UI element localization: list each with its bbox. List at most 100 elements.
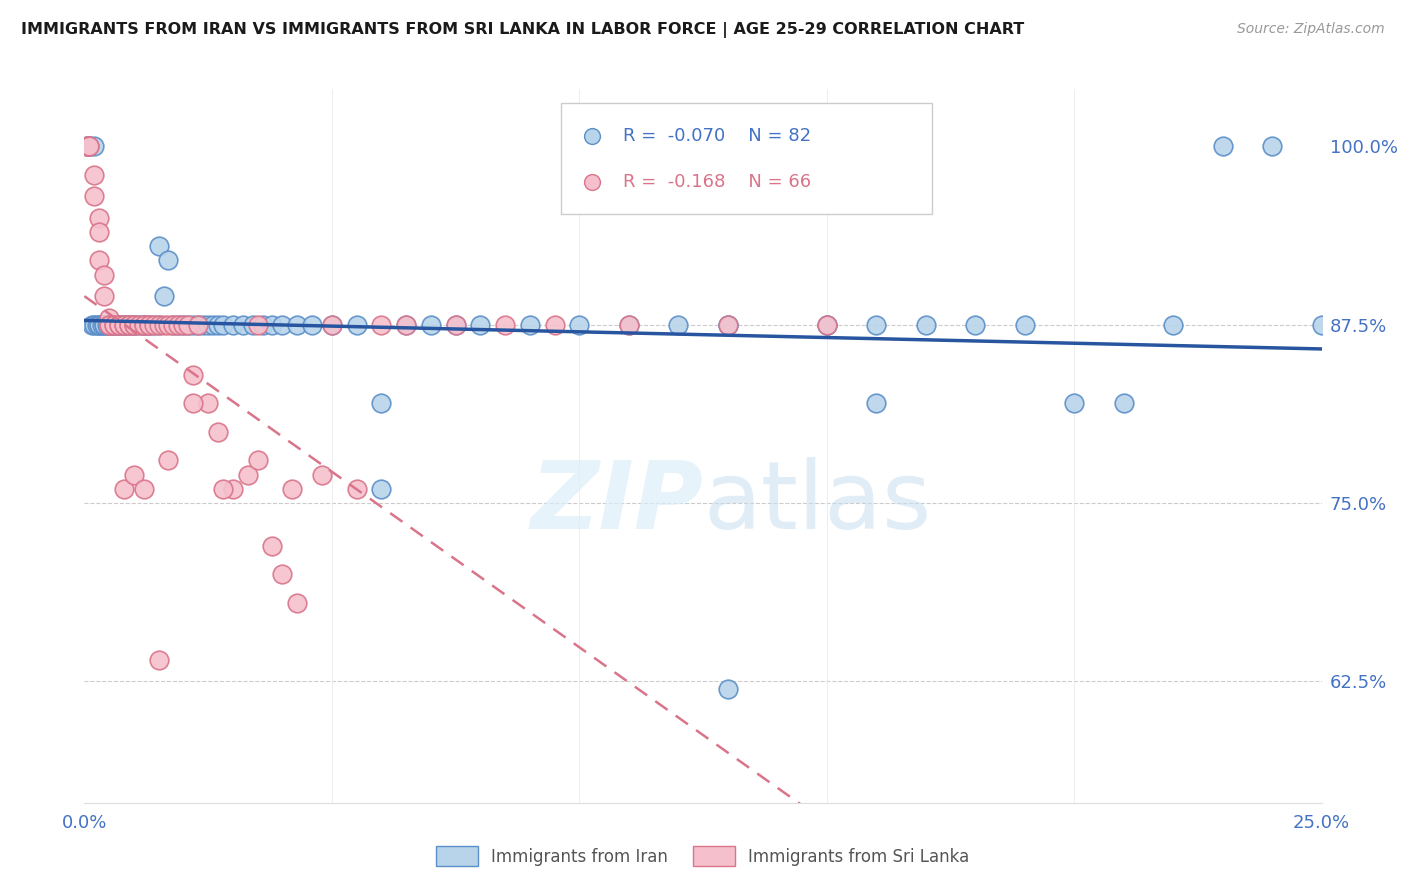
Point [76, 139, 98, 153]
Point [100, 318, 122, 332]
Point [148, 653, 170, 667]
Point [83, 318, 105, 332]
Point [212, 482, 235, 496]
Point [262, 318, 284, 332]
Point [98, 318, 121, 332]
Point [285, 596, 308, 610]
Point [112, 318, 135, 332]
Point [543, 318, 565, 332]
Point [246, 453, 269, 467]
Point [815, 318, 838, 332]
Point [132, 318, 155, 332]
Point [262, 539, 284, 553]
Point [132, 318, 155, 332]
Point [79, 139, 101, 153]
Point [152, 289, 174, 303]
Point [103, 318, 125, 332]
Point [118, 318, 141, 332]
Point [76, 139, 98, 153]
Point [815, 318, 838, 332]
Point [181, 368, 204, 382]
Point [271, 567, 294, 582]
Point [108, 318, 131, 332]
Point [142, 318, 165, 332]
Point [118, 318, 141, 332]
Point [157, 453, 180, 467]
Point [172, 318, 194, 332]
Point [79, 139, 101, 153]
Point [617, 318, 640, 332]
Point [1310, 318, 1333, 332]
Point [207, 425, 229, 439]
Point [1112, 396, 1135, 410]
Point [181, 396, 204, 410]
Point [157, 253, 180, 268]
Point [252, 318, 274, 332]
Text: R =  -0.070    N = 82: R = -0.070 N = 82 [623, 127, 811, 145]
Point [108, 318, 131, 332]
Point [93, 318, 115, 332]
Point [494, 318, 516, 332]
Point [444, 318, 467, 332]
Point [80, 318, 103, 332]
Point [177, 318, 200, 332]
Point [865, 318, 887, 332]
Point [98, 310, 121, 325]
Point [112, 482, 135, 496]
Point [79, 139, 101, 153]
Point [167, 318, 190, 332]
Point [132, 318, 155, 332]
Point [202, 318, 225, 332]
Point [93, 318, 115, 332]
Point [187, 318, 209, 332]
Point [301, 318, 323, 332]
Point [83, 168, 105, 182]
Text: IMMIGRANTS FROM IRAN VS IMMIGRANTS FROM SRI LANKA IN LABOR FORCE | AGE 25-29 COR: IMMIGRANTS FROM IRAN VS IMMIGRANTS FROM … [21, 22, 1025, 38]
Point [370, 396, 392, 410]
Point [98, 318, 121, 332]
FancyBboxPatch shape [561, 103, 932, 214]
Point [118, 318, 141, 332]
Point [236, 467, 259, 482]
Point [89, 253, 111, 268]
Point [717, 318, 740, 332]
Point [321, 318, 343, 332]
Point [148, 318, 170, 332]
Point [162, 318, 184, 332]
Point [187, 318, 209, 332]
Point [98, 318, 121, 332]
Point [246, 318, 269, 332]
Point [89, 318, 111, 332]
Point [1063, 396, 1085, 410]
Point [965, 318, 987, 332]
Point [370, 318, 392, 332]
Point [128, 318, 150, 332]
Text: Source: ZipAtlas.com: Source: ZipAtlas.com [1237, 22, 1385, 37]
Point [103, 318, 125, 332]
Point [157, 318, 180, 332]
Point [122, 467, 145, 482]
Point [112, 318, 135, 332]
Point [285, 318, 308, 332]
Point [444, 318, 467, 332]
Point [138, 318, 160, 332]
Point [103, 318, 125, 332]
Point [242, 318, 264, 332]
Point [83, 139, 105, 153]
Point [138, 318, 160, 332]
Point [311, 467, 333, 482]
Point [232, 318, 254, 332]
Point [346, 318, 368, 332]
Point [93, 289, 115, 303]
Text: R =  -0.168    N = 66: R = -0.168 N = 66 [623, 173, 811, 191]
Point [568, 318, 591, 332]
Point [1212, 139, 1234, 153]
Point [1261, 139, 1284, 153]
Point [132, 318, 155, 332]
Point [717, 681, 740, 696]
Point [108, 318, 131, 332]
Point [86, 318, 108, 332]
Point [79, 139, 101, 153]
Point [191, 318, 214, 332]
Text: atlas: atlas [703, 457, 931, 549]
